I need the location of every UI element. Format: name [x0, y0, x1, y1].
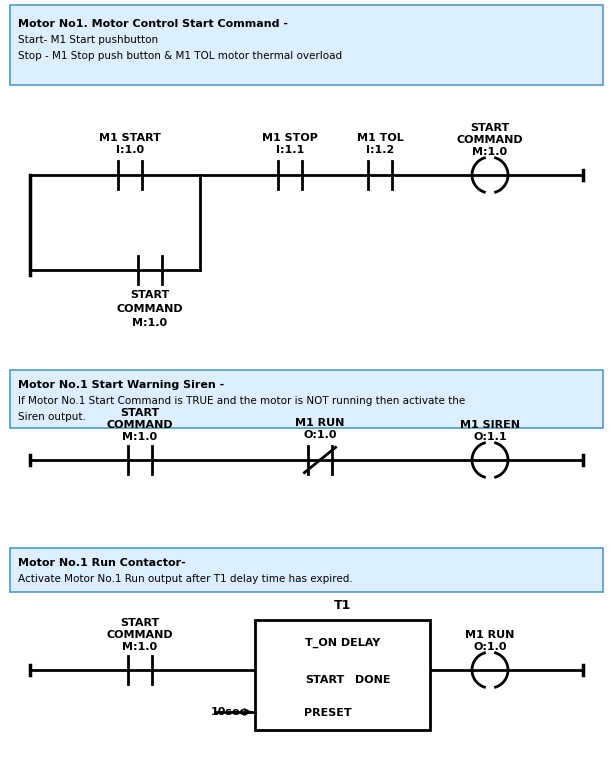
- Text: PRESET: PRESET: [303, 708, 351, 718]
- Text: START: START: [120, 408, 159, 418]
- Text: COMMAND: COMMAND: [116, 304, 183, 314]
- Text: T1: T1: [334, 599, 351, 612]
- Text: Motor No.1 Run Contactor-: Motor No.1 Run Contactor-: [18, 558, 186, 568]
- Text: Activate Motor No.1 Run output after T1 delay time has expired.: Activate Motor No.1 Run output after T1 …: [18, 574, 352, 584]
- Bar: [255, 620, 430, 730]
- Text: M:1.0: M:1.0: [123, 432, 158, 442]
- Text: Motor No.1 Start Warning Siren -: Motor No.1 Start Warning Siren -: [18, 380, 224, 390]
- Text: START: START: [120, 618, 159, 628]
- Text: Motor No1. Motor Control Start Command -: Motor No1. Motor Control Start Command -: [18, 19, 288, 29]
- Text: M:1.0: M:1.0: [473, 147, 508, 157]
- Text: I:1.2: I:1.2: [366, 145, 394, 155]
- Text: M1 STOP: M1 STOP: [262, 133, 318, 143]
- Bar: [10, 548, 603, 592]
- Text: M1 TOL: M1 TOL: [357, 133, 403, 143]
- Text: O:1.0: O:1.0: [303, 430, 337, 440]
- Text: Siren output.: Siren output.: [18, 412, 86, 422]
- Text: T_ON DELAY: T_ON DELAY: [305, 638, 380, 648]
- Text: M:1.0: M:1.0: [123, 642, 158, 652]
- Text: Stop - M1 Stop push button & M1 TOL motor thermal overload: Stop - M1 Stop push button & M1 TOL moto…: [18, 51, 342, 61]
- Text: M1 START: M1 START: [99, 133, 161, 143]
- Text: START: START: [470, 123, 509, 133]
- Text: M1 SIREN: M1 SIREN: [460, 420, 520, 430]
- Text: O:1.1: O:1.1: [473, 432, 507, 442]
- Text: COMMAND: COMMAND: [107, 420, 173, 430]
- Text: START: START: [305, 675, 344, 685]
- Text: COMMAND: COMMAND: [457, 135, 524, 145]
- Text: Start- M1 Start pushbutton: Start- M1 Start pushbutton: [18, 35, 158, 45]
- Text: If Motor No.1 Start Command is TRUE and the motor is NOT running then activate t: If Motor No.1 Start Command is TRUE and …: [18, 396, 465, 406]
- Text: M:1.0: M:1.0: [132, 318, 167, 328]
- Text: M1 RUN: M1 RUN: [465, 630, 515, 640]
- Bar: [10, 370, 603, 428]
- Text: START: START: [131, 290, 170, 300]
- Text: DONE: DONE: [355, 675, 390, 685]
- Text: I:1.0: I:1.0: [116, 145, 144, 155]
- Text: I:1.1: I:1.1: [276, 145, 304, 155]
- Text: O:1.0: O:1.0: [473, 642, 507, 652]
- Text: M1 RUN: M1 RUN: [295, 418, 345, 428]
- Text: COMMAND: COMMAND: [107, 630, 173, 640]
- Bar: [10, 5, 603, 85]
- Text: 10sec: 10sec: [211, 707, 247, 717]
